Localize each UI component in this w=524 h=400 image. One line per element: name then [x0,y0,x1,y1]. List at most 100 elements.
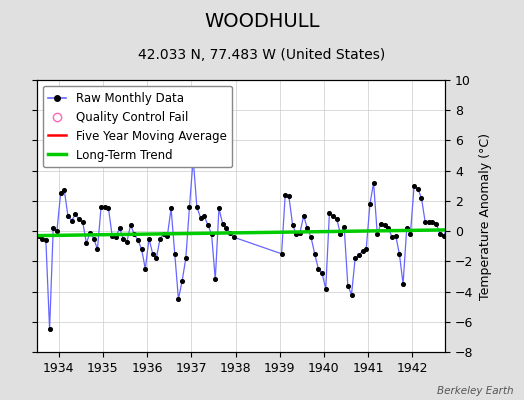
Point [428,219,436,225]
Point [299,213,308,219]
Legend: Raw Monthly Data, Quality Control Fail, Five Year Moving Average, Long-Term Tren: Raw Monthly Data, Quality Control Fail, … [42,86,233,168]
Point [355,252,363,258]
Point [219,220,227,227]
Point [35,232,43,239]
Text: WOODHULL: WOODHULL [204,12,320,31]
Point [12,216,20,222]
Point [27,231,35,237]
Point [318,270,326,277]
Point [97,204,105,210]
Point [281,192,289,198]
Point [68,217,76,224]
Point [46,326,54,332]
Text: Berkeley Earth: Berkeley Earth [437,386,514,396]
Point [71,211,80,218]
Point [391,232,400,239]
Point [373,231,381,237]
Point [174,296,183,302]
Point [148,250,157,257]
Point [432,220,440,227]
Point [152,255,160,262]
Point [38,236,47,242]
Point [377,220,385,227]
Point [435,231,444,237]
Point [292,231,300,237]
Point [90,236,98,242]
Point [130,231,138,237]
Point [64,213,72,219]
Point [369,180,378,186]
Point [23,223,31,230]
Point [395,250,403,257]
Point [200,213,209,219]
Point [19,219,28,225]
Point [230,234,238,240]
Point [421,219,429,225]
Point [402,225,411,231]
Point [358,248,367,254]
Point [417,195,425,201]
Point [119,236,127,242]
Point [30,230,39,236]
Point [303,225,311,231]
Point [380,222,389,228]
Point [336,231,345,237]
Point [362,246,370,252]
Point [340,223,348,230]
Point [296,230,304,236]
Point [126,222,135,228]
Point [79,219,87,225]
Point [115,225,124,231]
Point [137,246,146,252]
Point [185,204,194,210]
Point [366,201,374,207]
Point [86,230,94,236]
Text: 42.033 N, 77.483 W (United States): 42.033 N, 77.483 W (United States) [138,48,386,62]
Point [288,222,297,228]
Point [171,250,179,257]
Point [123,238,131,245]
Point [285,193,293,200]
Point [141,266,149,272]
Point [104,205,113,212]
Point [57,190,65,196]
Point [178,278,187,284]
Point [322,285,330,292]
Point [204,222,212,228]
Point [101,204,109,210]
Point [277,250,286,257]
Point [75,216,83,222]
Point [443,225,452,231]
Point [189,155,198,162]
Point [49,225,58,231]
Point [222,225,231,231]
Point [388,234,396,240]
Point [182,255,190,262]
Point [159,231,168,237]
Point [347,291,356,298]
Point [333,216,341,222]
Point [134,237,142,243]
Point [307,234,315,240]
Y-axis label: Temperature Anomaly (°C): Temperature Anomaly (°C) [479,132,492,300]
Point [351,255,359,262]
Point [163,232,171,239]
Point [211,276,220,283]
Point [145,236,153,242]
Point [384,225,392,231]
Point [93,246,102,252]
Point [193,204,201,210]
Point [16,213,24,219]
Point [215,205,223,212]
Point [156,236,164,242]
Point [410,182,418,189]
Point [424,219,433,225]
Point [208,231,216,237]
Point [325,210,334,216]
Point [329,213,337,219]
Point [439,232,447,239]
Point [406,231,414,237]
Point [399,281,407,287]
Point [112,234,120,240]
Point [108,232,116,239]
